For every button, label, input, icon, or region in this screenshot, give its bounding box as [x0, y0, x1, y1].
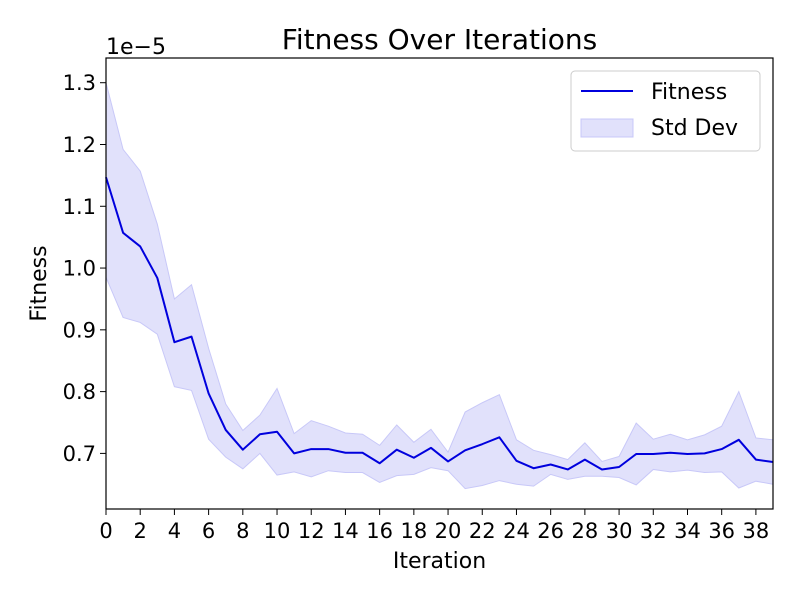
x-tick-label: 22 [469, 519, 496, 543]
y-axis-label: Fitness [27, 245, 52, 321]
x-axis-label: Iteration [393, 549, 486, 574]
x-tick-label: 8 [236, 519, 249, 543]
x-tick-label: 20 [435, 519, 462, 543]
x-tick-label: 36 [708, 519, 735, 543]
x-tick-label: 12 [298, 519, 325, 543]
x-tick-label: 14 [332, 519, 359, 543]
y-offset-text: 1e−5 [106, 35, 166, 60]
chart-title: Fitness Over Iterations [282, 23, 597, 56]
legend-swatch-std-dev [580, 118, 634, 138]
legend-label-fitness: Fitness [651, 80, 727, 105]
x-tick-label: 38 [743, 519, 770, 543]
y-tick-label: 1.0 [63, 257, 96, 281]
x-tick-label: 26 [537, 519, 564, 543]
x-tick-label: 0 [99, 519, 112, 543]
x-tick-label: 18 [400, 519, 427, 543]
y-tick-label: 0.9 [63, 318, 96, 342]
x-tick-label: 2 [134, 519, 147, 543]
x-tick-label: 34 [674, 519, 701, 543]
x-tick-label: 32 [640, 519, 667, 543]
plot-frame [105, 57, 774, 510]
x-tick-label: 28 [572, 519, 599, 543]
y-tick-label: 1.2 [63, 133, 96, 157]
fitness-line [105, 176, 774, 471]
x-tick-label: 10 [264, 519, 291, 543]
x-tick-label: 6 [202, 519, 215, 543]
x-tick-label: 16 [366, 519, 393, 543]
y-tick-label: 1.1 [63, 195, 96, 219]
x-tick-label: 30 [606, 519, 633, 543]
y-tick-label: 1.3 [63, 71, 96, 95]
y-tick-label: 0.8 [63, 380, 96, 404]
x-tick-label: 4 [168, 519, 181, 543]
y-tick-label: 0.7 [63, 442, 96, 466]
x-tick-label: 24 [503, 519, 530, 543]
legend-label-std-dev: Std Dev [651, 116, 738, 141]
legend: Fitness Std Dev [570, 70, 761, 152]
